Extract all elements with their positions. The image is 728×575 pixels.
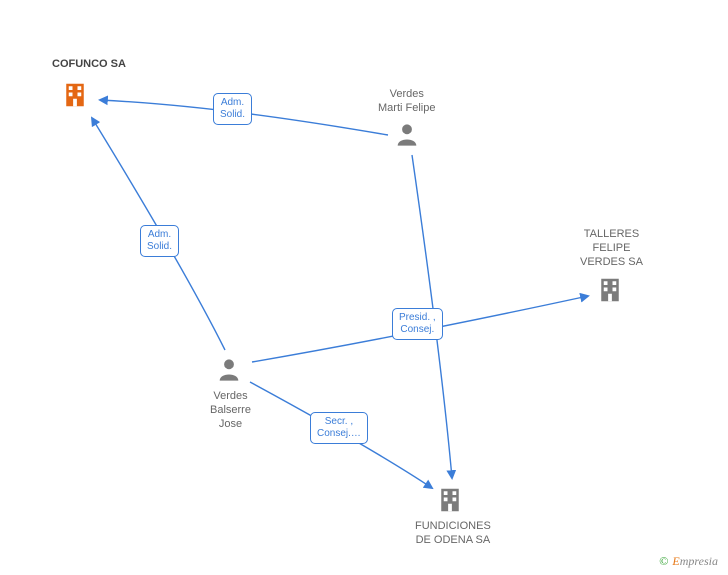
node-label-fundiciones: FUNDICIONES DE ODENA SA [415,520,491,548]
person-icon [215,355,243,388]
edge-label: Secr. , Consej.… [310,412,368,444]
node-label-cofunco: COFUNCO SA [52,58,126,72]
building-icon [60,80,90,115]
node-label-verdes-marti: Verdes Marti Felipe [378,88,435,116]
person-icon [393,120,421,153]
footer-brand: © Empresia [659,554,718,569]
brand-rest: mpresia [680,554,718,568]
building-icon [435,485,465,520]
brand-first-letter: E [672,554,679,568]
copyright-symbol: © [659,554,668,568]
node-label-verdes-balserre: Verdes Balserre Jose [210,390,251,431]
node-label-talleres: TALLERES FELIPE VERDES SA [580,228,643,269]
edge-label: Adm. Solid. [140,225,179,257]
edge-label: Presid. , Consej. [392,308,443,340]
edge-label: Adm. Solid. [213,93,252,125]
building-icon [595,275,625,310]
